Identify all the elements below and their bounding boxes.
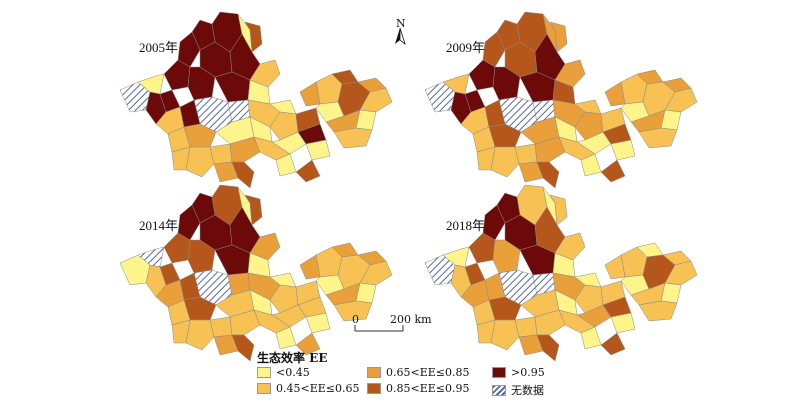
region-s6: [295, 332, 321, 356]
region-w2: [442, 73, 470, 95]
legend-swatch: [257, 367, 271, 378]
panel-label-2009: 2009年: [446, 40, 486, 55]
region-f9: [333, 127, 373, 149]
map-panel-p2009: [424, 11, 698, 189]
region-s3: [231, 161, 255, 189]
region-s4: [171, 319, 191, 344]
region-e9: [610, 312, 636, 334]
legend-swatch: [367, 383, 381, 394]
legend-swatch: [257, 383, 271, 394]
region-s6: [295, 159, 321, 183]
region-s1: [490, 319, 520, 351]
region-n8: [468, 59, 496, 91]
region-n7: [249, 59, 281, 88]
panel-label-2005: 2005年: [139, 40, 179, 55]
legend-label: 0.45<EE≤0.65: [276, 382, 360, 395]
scale-bar: [354, 325, 404, 332]
legend-item-no-data: 无数据: [492, 382, 544, 398]
region-n12: [549, 194, 568, 226]
legend-swatch: [492, 367, 506, 378]
region-s4: [171, 146, 191, 171]
region-s1: [185, 319, 215, 351]
region-f10: [299, 81, 321, 107]
region-f10: [299, 254, 321, 280]
legend-label: 0.65<EE≤0.85: [386, 366, 470, 379]
scale-end-label: 200 km: [390, 313, 432, 326]
region-n12: [244, 194, 263, 226]
legend-item-gt095: >0.95: [492, 366, 545, 379]
region-f10: [604, 254, 626, 280]
region-w2: [442, 246, 470, 268]
region-f9: [333, 300, 373, 322]
map-panel-p2014: [119, 184, 393, 362]
region-n8: [163, 232, 191, 264]
region-n8: [468, 232, 496, 264]
region-n7: [554, 59, 586, 88]
legend-swatch: [367, 367, 381, 378]
region-f9: [638, 300, 678, 322]
legend-item-045-065: 0.45<EE≤0.65: [257, 382, 359, 395]
region-s3: [536, 334, 560, 362]
region-e9: [305, 139, 331, 161]
region-c8: [229, 136, 261, 163]
region-n8: [163, 59, 191, 91]
legend-label: <0.45: [276, 366, 310, 379]
region-s3: [231, 334, 255, 362]
region-s4: [476, 319, 496, 344]
region-s3: [536, 161, 560, 189]
region-s4: [476, 146, 496, 171]
legend-label: >0.95: [511, 366, 545, 379]
region-e9: [305, 312, 331, 334]
region-w2: [137, 73, 165, 95]
panel-label-2014: 2014年: [139, 218, 179, 233]
region-w2: [137, 246, 165, 268]
region-c8: [534, 136, 566, 163]
legend-item-085-095: 0.85<EE≤0.95: [367, 382, 469, 395]
map-panel-p2005: [119, 11, 393, 189]
region-n7: [554, 232, 586, 261]
north-arrow-label: N: [396, 17, 406, 30]
legend-title: 生态效率 EE: [257, 351, 328, 365]
north-arrow-icon: [395, 27, 406, 46]
region-e9: [610, 139, 636, 161]
region-s6: [600, 332, 626, 356]
region-n7: [249, 232, 281, 261]
map-panel-p2018: [424, 184, 698, 362]
legend-label: 无数据: [511, 384, 544, 397]
region-f9: [638, 127, 678, 149]
legend-item-065-085: 0.65<EE≤0.85: [367, 366, 469, 379]
region-c8: [534, 309, 566, 336]
region-c8: [229, 309, 261, 336]
scale-start-label: 0: [352, 313, 359, 326]
region-f10: [604, 81, 626, 107]
panel-label-2018: 2018年: [446, 218, 486, 233]
legend-item-lt045: <0.45: [257, 366, 310, 379]
region-s1: [490, 146, 520, 178]
legend-label: 0.85<EE≤0.95: [386, 382, 470, 395]
region-n12: [549, 21, 568, 53]
region-s6: [600, 159, 626, 183]
legend-swatch-hatch: [492, 384, 506, 396]
region-n12: [244, 21, 263, 53]
region-s1: [185, 146, 215, 178]
